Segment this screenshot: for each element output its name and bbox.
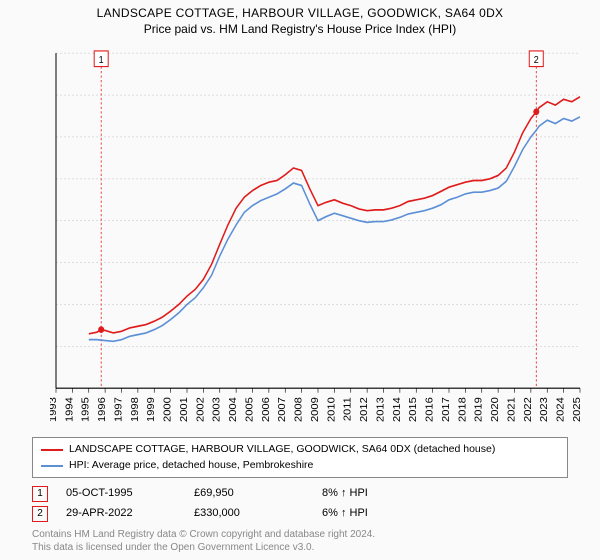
legend-label: HPI: Average price, detached house, Pemb… bbox=[69, 458, 313, 474]
svg-text:2023: 2023 bbox=[539, 397, 550, 422]
marker-price: £330,000 bbox=[194, 504, 304, 524]
footer-line: Contains HM Land Registry data © Crown c… bbox=[32, 528, 568, 541]
svg-text:2016: 2016 bbox=[424, 397, 435, 422]
marker-row: 1 05-OCT-1995 £69,950 8% ↑ HPI bbox=[32, 484, 568, 504]
chart-titles: LANDSCAPE COTTAGE, HARBOUR VILLAGE, GOOD… bbox=[0, 0, 600, 38]
svg-text:2011: 2011 bbox=[342, 397, 353, 421]
legend-row: LANDSCAPE COTTAGE, HARBOUR VILLAGE, GOOD… bbox=[41, 442, 559, 458]
legend-swatch bbox=[41, 449, 63, 451]
svg-text:1997: 1997 bbox=[113, 397, 124, 422]
marker-pct: 8% ↑ HPI bbox=[322, 484, 368, 504]
marker-price: £69,950 bbox=[194, 484, 304, 504]
svg-text:2004: 2004 bbox=[228, 397, 239, 422]
marker-pct: 6% ↑ HPI bbox=[322, 504, 368, 524]
svg-text:1996: 1996 bbox=[97, 397, 108, 422]
svg-text:2: 2 bbox=[534, 55, 539, 67]
marker-table: 1 05-OCT-1995 £69,950 8% ↑ HPI 2 29-APR-2022 £… bbox=[32, 484, 568, 524]
svg-text:2009: 2009 bbox=[310, 397, 321, 422]
marker-badge: 2 bbox=[32, 506, 48, 522]
svg-text:2017: 2017 bbox=[441, 397, 452, 422]
svg-text:1999: 1999 bbox=[146, 397, 157, 422]
svg-text:2008: 2008 bbox=[293, 397, 304, 422]
svg-text:2006: 2006 bbox=[260, 397, 271, 422]
svg-text:2019: 2019 bbox=[473, 397, 484, 422]
svg-text:2013: 2013 bbox=[375, 397, 386, 422]
svg-text:2025: 2025 bbox=[572, 397, 583, 422]
marker-date: 29-APR-2022 bbox=[66, 504, 176, 524]
svg-text:1994: 1994 bbox=[64, 397, 75, 422]
svg-text:1: 1 bbox=[99, 55, 104, 67]
marker-badge: 1 bbox=[32, 486, 48, 502]
footer-line: This data is licensed under the Open Gov… bbox=[32, 541, 568, 554]
legend: LANDSCAPE COTTAGE, HARBOUR VILLAGE, GOOD… bbox=[32, 437, 568, 479]
svg-text:1998: 1998 bbox=[129, 397, 140, 422]
title-sub: Price paid vs. HM Land Registry's House … bbox=[10, 22, 590, 36]
marker-row: 2 29-APR-2022 £330,000 6% ↑ HPI bbox=[32, 504, 568, 524]
legend-row: HPI: Average price, detached house, Pemb… bbox=[41, 458, 559, 474]
svg-text:2015: 2015 bbox=[408, 397, 419, 422]
line-chart: £0£50K£100K£150K£200K£250K£300K£350K£400… bbox=[50, 42, 586, 433]
svg-text:2001: 2001 bbox=[179, 397, 190, 422]
svg-text:1995: 1995 bbox=[80, 397, 91, 422]
svg-text:2018: 2018 bbox=[457, 397, 468, 422]
svg-text:2021: 2021 bbox=[506, 397, 517, 422]
svg-text:2022: 2022 bbox=[522, 397, 533, 422]
svg-text:2002: 2002 bbox=[195, 397, 206, 422]
svg-text:2010: 2010 bbox=[326, 397, 337, 422]
svg-text:1993: 1993 bbox=[50, 397, 59, 422]
legend-label: LANDSCAPE COTTAGE, HARBOUR VILLAGE, GOOD… bbox=[69, 442, 495, 458]
svg-text:2005: 2005 bbox=[244, 397, 255, 422]
svg-text:2012: 2012 bbox=[359, 397, 370, 422]
svg-text:2014: 2014 bbox=[391, 397, 402, 422]
svg-text:2000: 2000 bbox=[162, 397, 173, 422]
svg-text:2007: 2007 bbox=[277, 397, 288, 422]
svg-text:2024: 2024 bbox=[555, 397, 566, 422]
title-main: LANDSCAPE COTTAGE, HARBOUR VILLAGE, GOOD… bbox=[10, 6, 590, 20]
svg-text:2020: 2020 bbox=[490, 397, 501, 422]
svg-text:2003: 2003 bbox=[211, 397, 222, 422]
marker-date: 05-OCT-1995 bbox=[66, 484, 176, 504]
legend-swatch bbox=[41, 465, 63, 467]
footer-attribution: Contains HM Land Registry data © Crown c… bbox=[32, 528, 568, 554]
chart-area: £0£50K£100K£150K£200K£250K£300K£350K£400… bbox=[0, 38, 600, 433]
